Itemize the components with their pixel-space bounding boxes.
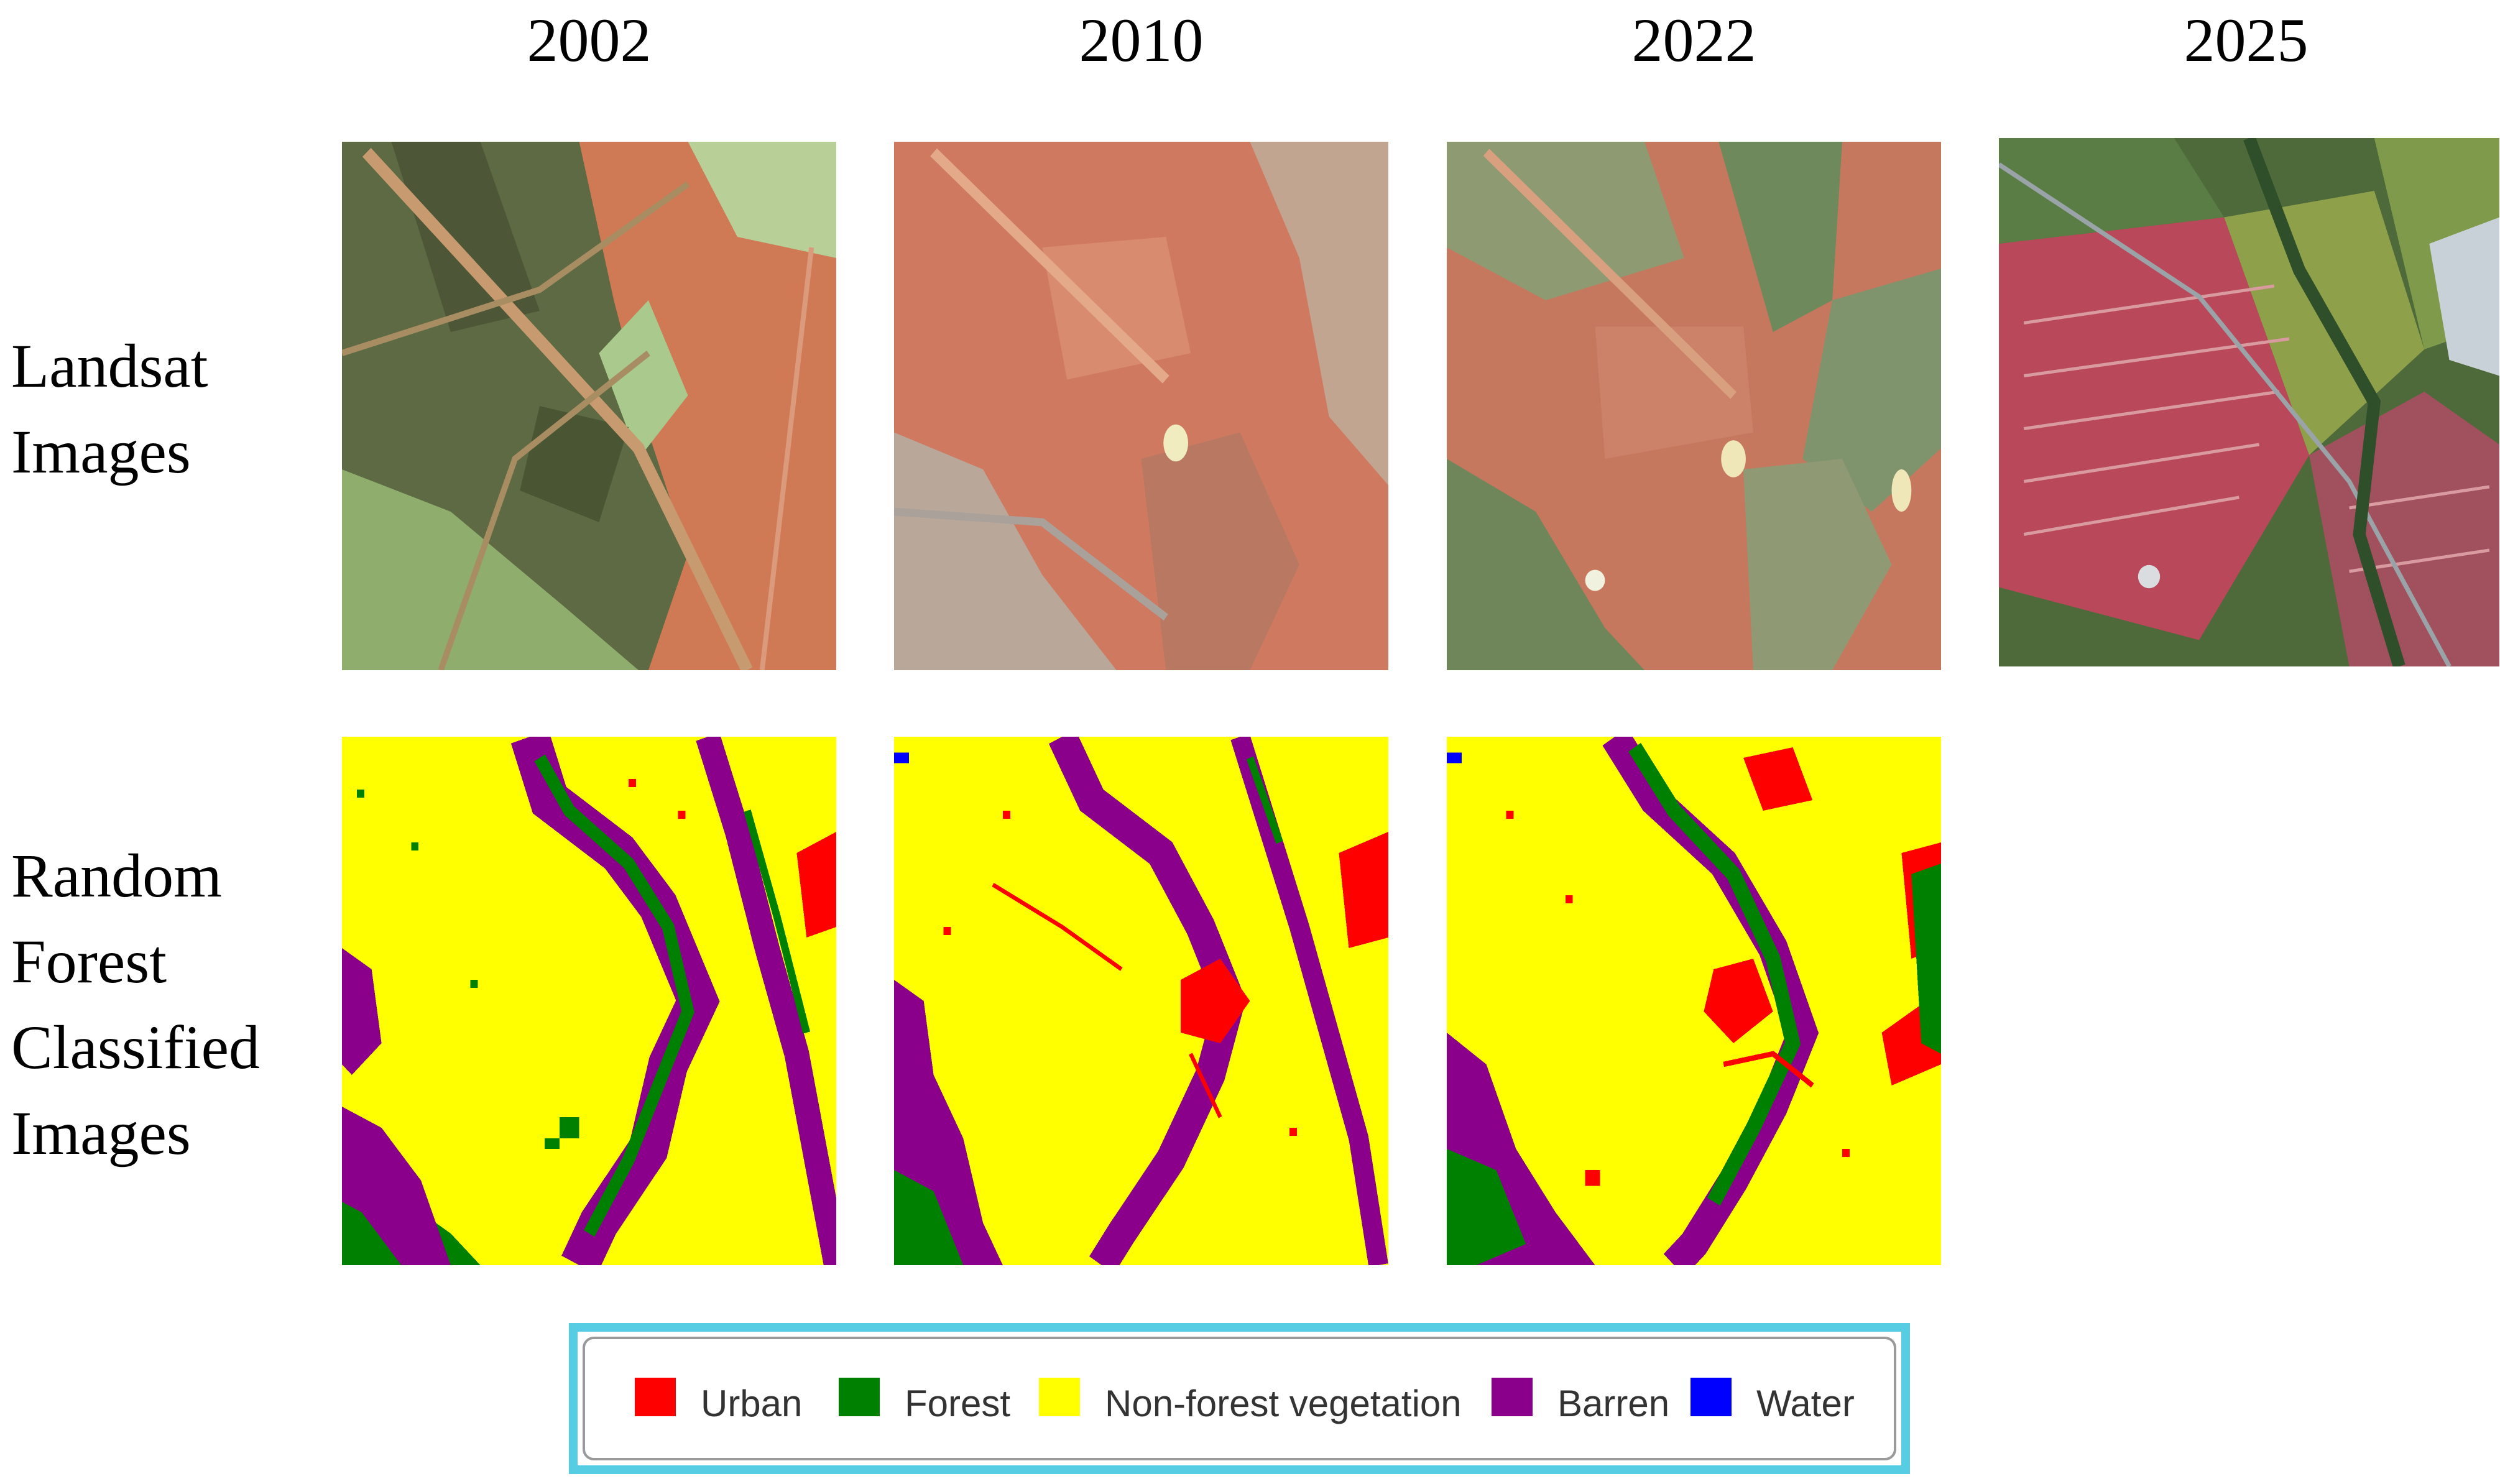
satellite-image-2025 — [1999, 138, 2499, 666]
classified-image-2022 — [1447, 737, 1941, 1265]
year-header-2010: 2010 — [1079, 6, 1204, 75]
legend-swatch-barren — [1492, 1378, 1533, 1416]
classified-image-2010 — [894, 737, 1388, 1265]
legend-label-barren: Barren — [1557, 1383, 1670, 1424]
legend-label-forest: Forest — [905, 1383, 1011, 1424]
row-label-line: Images — [11, 1099, 191, 1168]
classified-image-2002 — [342, 737, 836, 1265]
row-label-classified: Random Forest Classified Images — [11, 833, 260, 1176]
row-label-line: Forest — [11, 927, 167, 996]
legend-box: Urban Forest Non-forest vegetation Barre… — [569, 1323, 1910, 1474]
year-header-2022: 2022 — [1631, 6, 1756, 75]
row-label-line: Images — [11, 417, 191, 486]
landsat-image-2010 — [894, 142, 1388, 670]
legend-label-water: Water — [1756, 1383, 1855, 1424]
legend-swatch-non-forest-vegetation — [1039, 1378, 1080, 1416]
row-label-line: Landsat — [11, 331, 208, 400]
legend-swatch-forest — [839, 1378, 880, 1416]
year-header-2025: 2025 — [2184, 6, 2309, 75]
row-label-landsat: Landsat Images — [11, 323, 208, 495]
legend-swatch-water — [1690, 1378, 1732, 1416]
landsat-image-2022 — [1447, 142, 1941, 670]
legend-panel: Urban Forest Non-forest vegetation Barre… — [583, 1337, 1896, 1460]
legend-label-non-forest-vegetation: Non-forest vegetation — [1105, 1383, 1462, 1424]
legend-swatch-urban — [635, 1378, 676, 1416]
year-header-2002: 2002 — [527, 6, 652, 75]
landsat-image-2002 — [342, 142, 836, 670]
row-label-line: Classified — [11, 1013, 260, 1082]
legend-label-urban: Urban — [701, 1383, 803, 1424]
row-label-line: Random — [11, 841, 222, 910]
